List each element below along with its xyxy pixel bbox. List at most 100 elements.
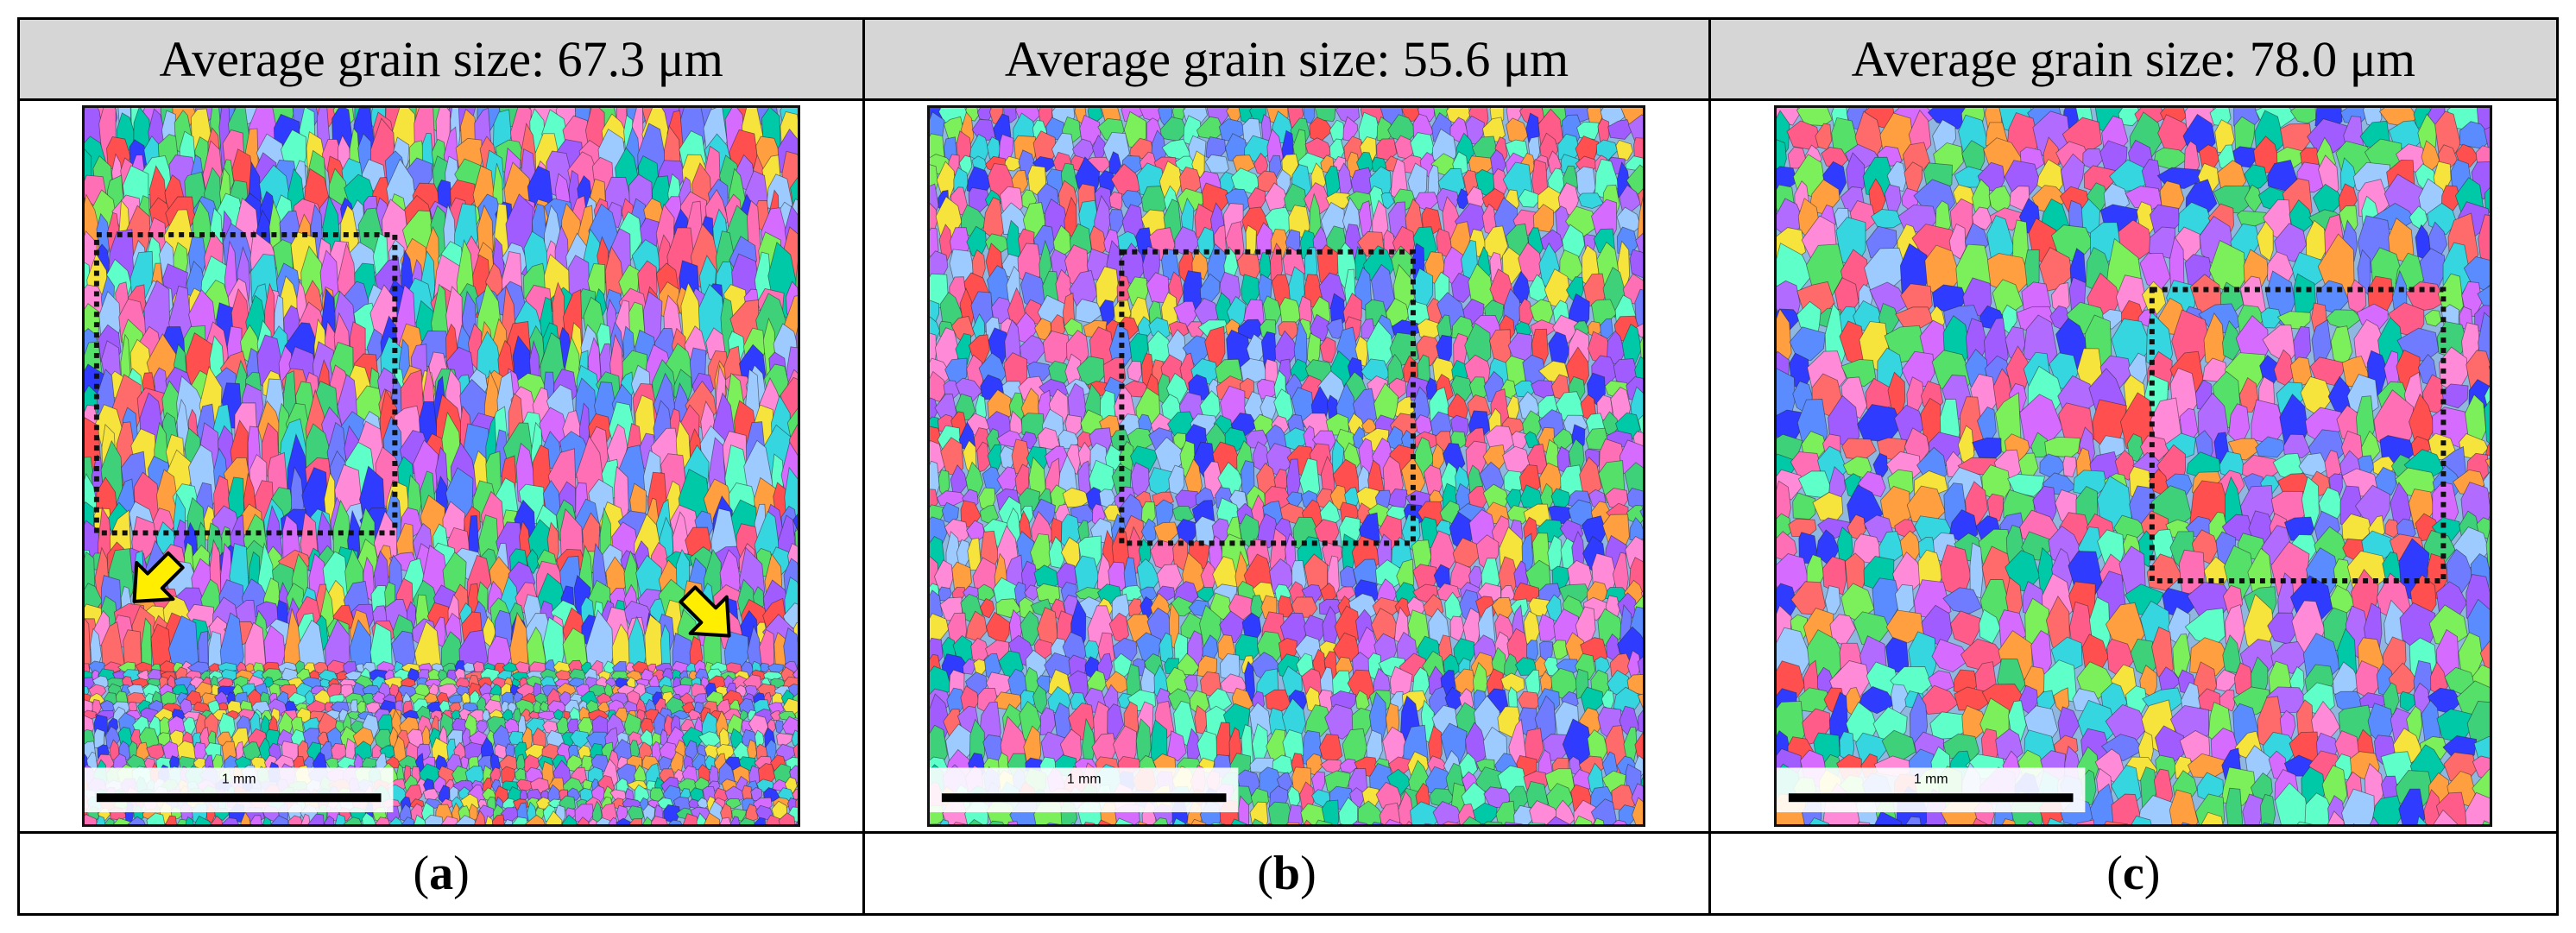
grain bbox=[1250, 801, 1269, 824]
grain bbox=[719, 816, 732, 824]
grain bbox=[1645, 489, 1646, 509]
grain bbox=[1380, 802, 1402, 824]
grain bbox=[2484, 186, 2491, 214]
grain bbox=[1607, 119, 1633, 140]
grain bbox=[1108, 561, 1127, 592]
grain bbox=[2389, 662, 2420, 694]
grain bbox=[1774, 826, 1804, 827]
grain bbox=[237, 826, 256, 827]
grain-layer bbox=[930, 108, 1646, 824]
grain bbox=[2296, 821, 2314, 824]
grain bbox=[1529, 800, 1561, 824]
grain bbox=[1326, 318, 1345, 339]
grain bbox=[463, 662, 476, 672]
grain bbox=[1942, 587, 1983, 615]
grain bbox=[963, 659, 976, 675]
grain bbox=[2491, 683, 2492, 712]
grain bbox=[1874, 810, 1903, 824]
grain bbox=[1969, 542, 1984, 599]
grain bbox=[2030, 432, 2051, 457]
grain bbox=[1638, 656, 1644, 678]
grain bbox=[739, 817, 755, 824]
grain bbox=[2485, 442, 2491, 457]
image-cell-a: 1 mm bbox=[20, 101, 866, 834]
grain bbox=[2255, 436, 2286, 458]
grain bbox=[1485, 425, 1516, 452]
grain bbox=[1596, 139, 1619, 161]
grain bbox=[2433, 809, 2459, 824]
grain bbox=[1372, 822, 1385, 824]
grain bbox=[939, 819, 950, 824]
grain bbox=[1626, 164, 1644, 195]
grain bbox=[1635, 232, 1644, 254]
figure-table: Average grain size: 67.3 μm Average grai… bbox=[17, 17, 2559, 916]
grain bbox=[1032, 684, 1048, 715]
ebsd-map-a: 1 mm bbox=[82, 105, 801, 827]
grain bbox=[2383, 825, 2415, 827]
caption-cell-c: (c) bbox=[1711, 834, 2556, 913]
grain bbox=[1639, 508, 1644, 519]
image-cell-b: 1 mm bbox=[865, 101, 1711, 834]
grain bbox=[754, 816, 767, 824]
grain bbox=[930, 823, 938, 824]
grain bbox=[2371, 795, 2404, 824]
grain bbox=[525, 814, 546, 824]
grain bbox=[1628, 114, 1644, 146]
grain bbox=[683, 813, 700, 824]
grain bbox=[1507, 505, 1532, 525]
grain bbox=[1268, 801, 1294, 824]
dotted-region-box bbox=[2150, 287, 2447, 584]
grain bbox=[365, 702, 382, 714]
grain bbox=[113, 817, 132, 824]
grain bbox=[2339, 205, 2358, 234]
caption-close-c: ) bbox=[2144, 847, 2161, 900]
grain bbox=[1858, 686, 1897, 715]
grain bbox=[2490, 113, 2491, 114]
grain bbox=[1231, 818, 1248, 824]
grain bbox=[1591, 798, 1618, 824]
grain bbox=[146, 812, 166, 824]
grain bbox=[1473, 802, 1499, 824]
grain bbox=[2201, 811, 2224, 824]
scale-bar-label: 1 mm bbox=[222, 772, 256, 786]
header-text-a: Average grain size: 67.3 μm bbox=[159, 31, 723, 87]
grain bbox=[2406, 281, 2447, 312]
grain bbox=[2467, 701, 2491, 749]
grain bbox=[1637, 196, 1644, 243]
grain bbox=[429, 825, 437, 827]
grain bbox=[778, 812, 796, 824]
grain bbox=[287, 815, 303, 824]
grain bbox=[300, 813, 311, 824]
caption-cell-a: (a) bbox=[20, 834, 866, 913]
grain bbox=[616, 817, 632, 824]
grain bbox=[1433, 801, 1463, 824]
grain bbox=[1540, 229, 1564, 254]
grain bbox=[1972, 206, 1993, 230]
grain bbox=[2023, 314, 2058, 366]
grain bbox=[474, 810, 486, 824]
grain bbox=[1026, 823, 1030, 824]
grain bbox=[1238, 795, 1250, 824]
caption-letter-c: c bbox=[2122, 847, 2144, 900]
grain bbox=[588, 818, 597, 824]
grain bbox=[2465, 791, 2491, 824]
grain bbox=[136, 741, 150, 760]
grain bbox=[1538, 613, 1558, 641]
grain bbox=[2242, 793, 2263, 824]
grain bbox=[448, 825, 462, 827]
grain bbox=[319, 678, 331, 688]
grain bbox=[1638, 693, 1644, 709]
grain bbox=[1304, 704, 1335, 737]
grain bbox=[492, 814, 505, 824]
grain bbox=[794, 711, 799, 719]
grain bbox=[696, 812, 707, 824]
grain bbox=[1046, 823, 1062, 824]
grain bbox=[989, 820, 1005, 824]
grain bbox=[218, 712, 236, 738]
grain bbox=[797, 725, 799, 727]
grain bbox=[1268, 823, 1274, 824]
grain bbox=[511, 816, 529, 824]
grain bbox=[1352, 821, 1368, 824]
grain bbox=[980, 597, 995, 619]
grain bbox=[1084, 822, 1095, 824]
